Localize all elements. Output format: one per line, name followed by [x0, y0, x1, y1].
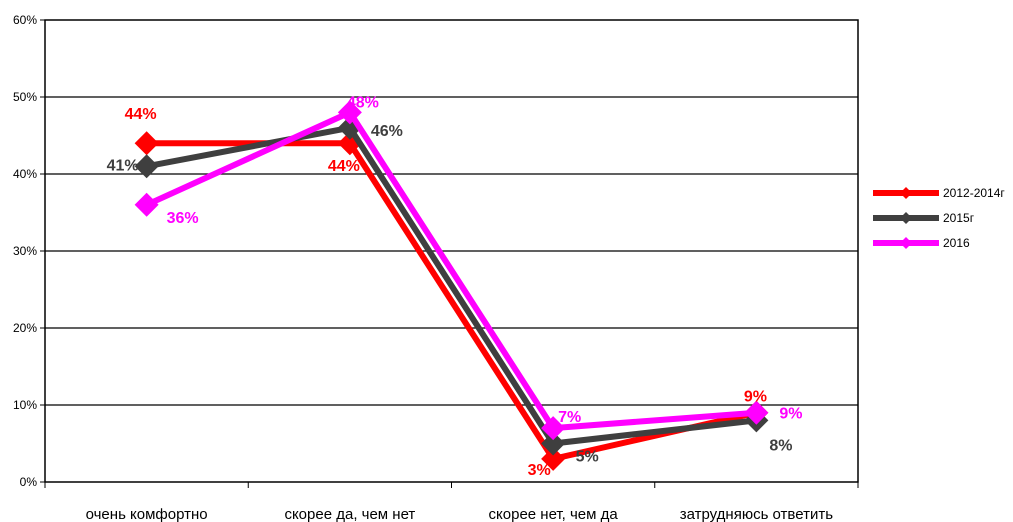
legend-label: 2015г [943, 211, 975, 225]
y-tick-label: 40% [13, 167, 37, 181]
series-line-0 [146, 140, 758, 463]
data-label: 48% [347, 94, 379, 111]
data-label: 7% [558, 409, 581, 426]
y-tick-label: 50% [13, 90, 37, 104]
series-point-1 [541, 431, 566, 456]
legend-marker-0 [900, 187, 912, 199]
x-category-label: скорее да, чем нет [284, 506, 415, 522]
y-tick-label: 30% [13, 244, 37, 258]
data-label: 9% [779, 406, 802, 423]
grid [44, 19, 859, 483]
data-label: 8% [769, 437, 792, 454]
legend-marker-1 [900, 212, 912, 224]
x-category-label: скорее нет, чем да [489, 506, 619, 522]
data-label: 46% [371, 123, 403, 140]
series-point-1 [134, 154, 159, 179]
x-category-label: очень комфортно [86, 506, 208, 522]
y-tick-label: 20% [13, 321, 37, 335]
legend-label: 2016 [943, 236, 970, 250]
x-axis-ticks: очень комфортно скорее да, чем нет скорее … [44, 482, 859, 522]
series-point-0 [134, 131, 159, 156]
series-line-1 [146, 124, 757, 447]
data-label: 5% [576, 449, 599, 466]
data-label: 3% [528, 462, 551, 479]
series-point-2 [337, 100, 362, 125]
data-label: 44% [125, 106, 157, 123]
data-labels: 44% 44% 3% 9% 41% 46% 5% 8% 36% 48% 7% 9% [107, 94, 803, 479]
data-label: 36% [167, 210, 199, 227]
y-tick-label: 60% [13, 13, 37, 27]
series-lines [134, 100, 769, 471]
x-category-label: затрудняюсь ответить [680, 506, 833, 522]
legend-marker-2 [900, 237, 912, 249]
series-point-2 [541, 416, 566, 441]
data-label: 41% [107, 157, 139, 174]
y-tick-label: 0% [20, 475, 38, 489]
data-label: 9% [744, 389, 767, 406]
y-tick-label: 10% [13, 398, 37, 412]
data-label: 44% [328, 158, 360, 175]
series-point-2 [134, 192, 159, 217]
legend-label: 2012-2014г [943, 186, 1005, 200]
series-point-2 [744, 400, 769, 425]
y-axis-ticks: 0% 10% 20% 30% 40% 50% 60% [13, 13, 45, 489]
series-line-2 [145, 108, 757, 432]
legend: 2012-2014г 2015г 2016 [873, 186, 1005, 250]
series-point-0 [541, 446, 566, 471]
